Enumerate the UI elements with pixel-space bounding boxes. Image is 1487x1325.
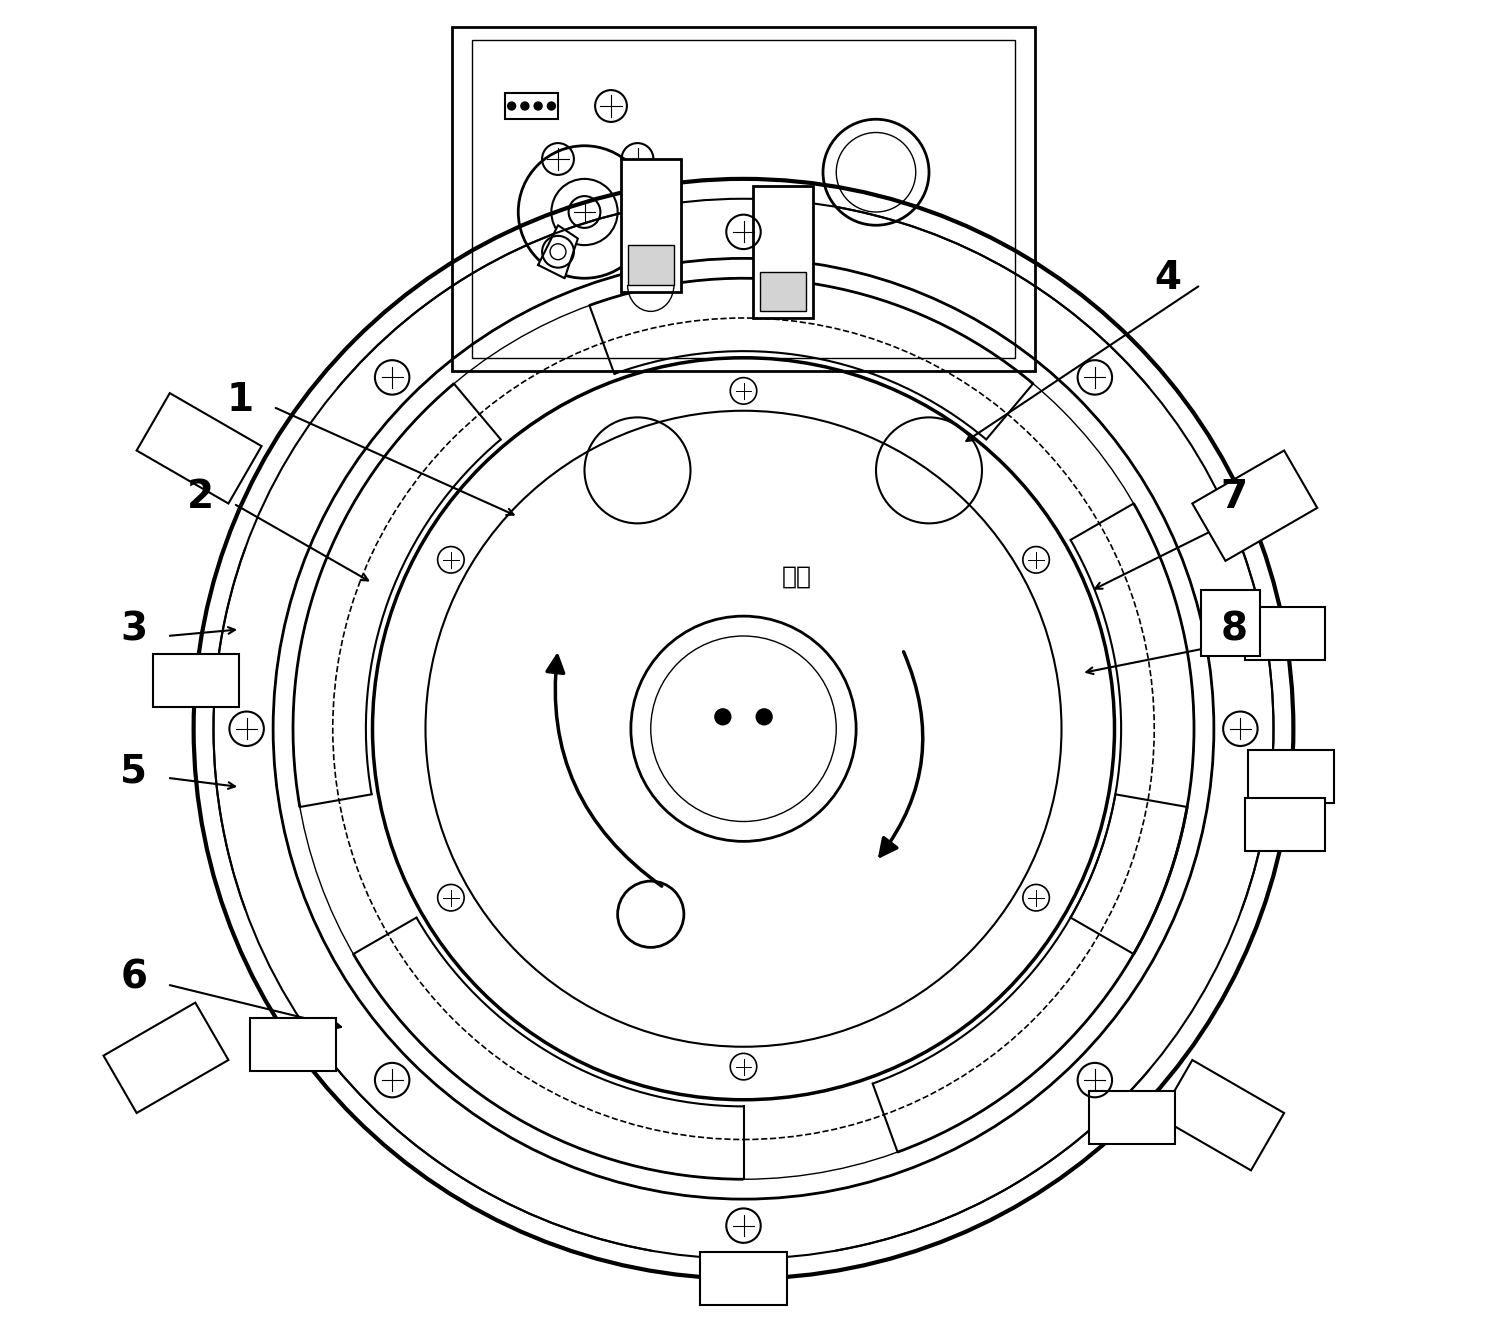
Bar: [754, 186, 813, 318]
Bar: [153, 655, 239, 708]
Text: 3: 3: [120, 611, 147, 648]
Circle shape: [547, 102, 555, 110]
Bar: [452, 26, 1035, 371]
Circle shape: [507, 102, 516, 110]
Text: 4: 4: [1154, 260, 1181, 297]
Text: 8: 8: [1221, 611, 1248, 648]
Bar: [250, 1018, 336, 1071]
FancyArrowPatch shape: [547, 656, 662, 886]
Bar: [628, 245, 674, 285]
Circle shape: [715, 709, 730, 725]
Bar: [1193, 451, 1317, 560]
Bar: [700, 1252, 787, 1305]
Bar: [137, 394, 262, 504]
Bar: [1245, 798, 1325, 851]
Bar: [622, 159, 681, 292]
Bar: [104, 1003, 229, 1113]
Text: 1: 1: [226, 382, 254, 419]
FancyArrowPatch shape: [880, 652, 923, 856]
Bar: [1090, 1090, 1175, 1143]
Text: 硬币: 硬币: [782, 564, 812, 588]
Bar: [1245, 607, 1325, 660]
Circle shape: [757, 709, 772, 725]
Bar: [1248, 750, 1334, 803]
Bar: [760, 272, 806, 311]
Text: 6: 6: [120, 959, 147, 996]
Bar: [1160, 1060, 1285, 1170]
Bar: [471, 40, 1016, 358]
Bar: [1200, 590, 1261, 656]
Bar: [506, 93, 558, 119]
Text: 7: 7: [1221, 478, 1248, 515]
Text: 5: 5: [120, 753, 147, 790]
Text: 2: 2: [187, 478, 214, 515]
Circle shape: [520, 102, 529, 110]
Polygon shape: [538, 225, 578, 278]
Circle shape: [534, 102, 543, 110]
